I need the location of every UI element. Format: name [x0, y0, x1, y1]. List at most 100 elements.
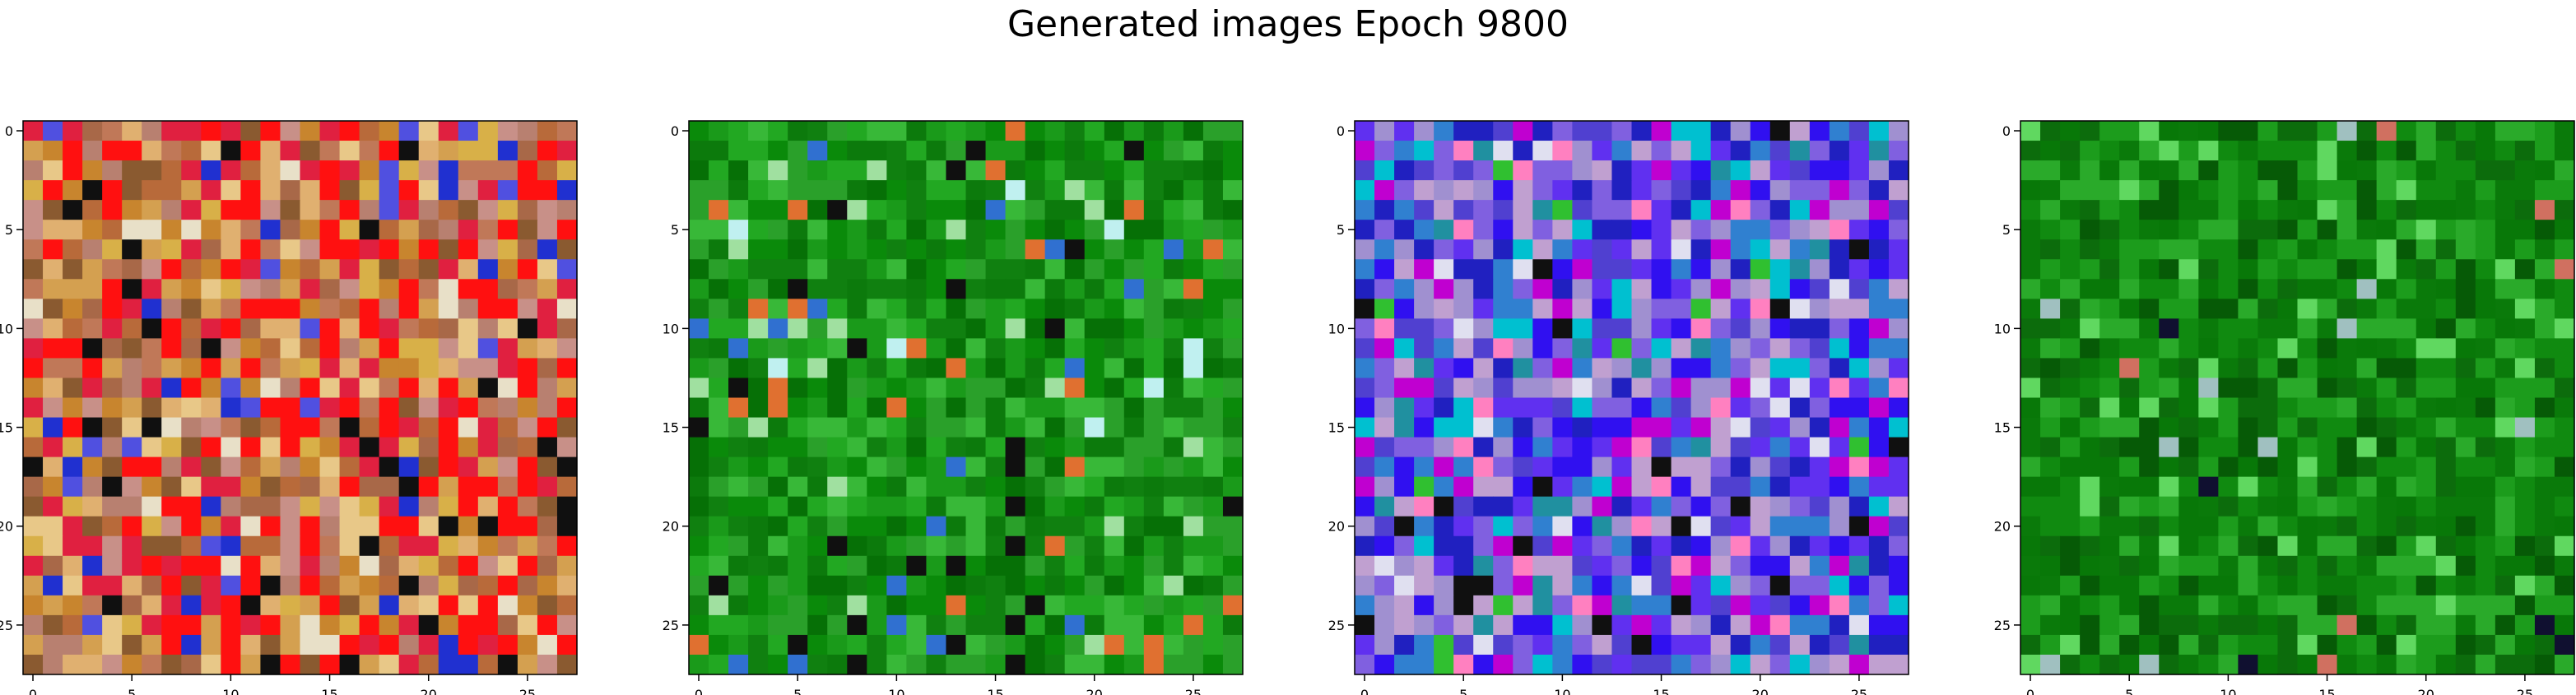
pixel-cell — [2396, 456, 2417, 478]
pixel-cell — [1769, 595, 1791, 616]
pixel-cell — [1611, 220, 1633, 240]
pixel-cell — [1750, 318, 1771, 339]
pixel-cell — [1710, 516, 1732, 537]
pixel-cell — [2257, 338, 2279, 359]
pixel-cell — [497, 141, 518, 161]
pixel-cell — [1789, 496, 1811, 517]
pixel-cell — [1671, 200, 1692, 220]
pixel-cell — [1829, 259, 1850, 280]
pixel-cell — [2554, 318, 2575, 339]
pixel-cell — [181, 535, 202, 557]
pixel-cell — [201, 200, 221, 220]
pixel-cell — [1809, 121, 1830, 141]
pixel-cell — [827, 456, 848, 478]
pixel-cell — [537, 456, 558, 478]
pixel-cell — [43, 595, 63, 616]
pixel-cell — [2238, 259, 2259, 280]
pixel-cell — [2337, 496, 2358, 517]
pixel-cell — [201, 121, 221, 141]
pixel-cell — [2139, 654, 2160, 675]
pixel-cell — [886, 397, 907, 419]
pixel-cell — [1730, 456, 1751, 478]
pixel-cell — [2020, 456, 2041, 478]
pixel-cell — [1730, 279, 1751, 299]
pixel-cell — [2238, 239, 2259, 260]
pixel-cell — [2198, 160, 2219, 181]
pixel-cell — [319, 141, 341, 161]
pixel-cell — [2218, 496, 2239, 517]
pixel-cell — [2060, 180, 2081, 201]
pixel-cell — [438, 437, 459, 458]
pixel-cell — [1123, 575, 1145, 596]
pixel-cell — [1493, 456, 1514, 478]
pixel-cell — [1750, 378, 1771, 399]
pixel-cell — [2495, 397, 2516, 419]
pixel-cell — [2218, 200, 2239, 220]
pixel-cell — [2060, 200, 2081, 220]
pixel-cell — [438, 535, 459, 557]
pixel-cell — [1829, 595, 1850, 616]
pixel-cell — [1829, 121, 1850, 141]
pixel-cell — [1064, 496, 1086, 517]
pixel-cell — [728, 437, 749, 458]
x-tick-label: 5 — [2125, 687, 2133, 695]
pixel-cell — [2159, 220, 2179, 240]
pixel-cell — [2060, 654, 2081, 675]
x-tick-label: 20 — [421, 687, 437, 695]
pixel-cell — [2198, 239, 2219, 260]
pixel-cell — [2554, 299, 2575, 319]
pixel-cell — [82, 279, 103, 299]
pixel-cell — [398, 456, 420, 478]
pixel-cell — [2376, 614, 2397, 636]
pixel-cell — [1769, 160, 1791, 181]
y-tick-label: 0 — [1337, 123, 1345, 139]
pixel-cell — [2218, 358, 2239, 379]
pixel-cell — [965, 614, 987, 636]
pixel-cell — [2020, 358, 2041, 379]
pixel-cell — [1084, 180, 1105, 201]
pixel-cell — [517, 318, 538, 339]
pixel-cell — [1710, 496, 1732, 517]
pixel-cell — [537, 318, 558, 339]
pixel-cell — [847, 239, 867, 260]
pixel-cell — [1848, 595, 1870, 616]
pixel-cell — [1394, 358, 1415, 379]
pixel-cell — [1769, 397, 1791, 419]
pixel-cell — [556, 535, 578, 557]
pixel-cell — [807, 496, 828, 517]
pixel-cell — [1651, 220, 1672, 240]
pixel-cell — [1005, 121, 1026, 141]
pixel-cell — [418, 279, 439, 299]
pixel-cell — [1222, 378, 1244, 399]
pixel-cell — [221, 595, 241, 616]
pixel-cell — [847, 535, 867, 557]
pixel-cell — [556, 141, 578, 161]
pixel-cell — [1005, 535, 1026, 557]
pixel-cell — [2435, 456, 2457, 478]
pixel-cell — [886, 318, 907, 339]
pixel-cell — [906, 318, 928, 339]
pixel-cell — [2060, 575, 2081, 596]
pixel-cell — [768, 535, 788, 557]
pixel-cell — [82, 200, 103, 220]
pixel-cell — [2099, 634, 2120, 656]
pixel-cell — [556, 476, 578, 498]
pixel-cell — [2198, 299, 2219, 319]
pixel-cell — [1690, 160, 1712, 181]
pixel-cell — [807, 595, 828, 616]
pixel-cell — [906, 279, 928, 299]
pixel-cell — [300, 614, 321, 636]
pixel-cell — [807, 160, 828, 181]
pixel-cell — [1374, 614, 1395, 636]
pixel-cell — [689, 654, 709, 675]
pixel-cell — [1848, 160, 1870, 181]
pixel-cell — [537, 575, 558, 596]
pixel-cell — [1434, 239, 1454, 260]
pixel-cell — [827, 279, 848, 299]
pixel-cell — [82, 318, 103, 339]
pixel-cell — [1163, 200, 1184, 220]
pixel-cell — [2257, 516, 2279, 537]
pixel-cell — [689, 595, 709, 616]
pixel-cell — [2020, 417, 2041, 438]
pixel-cell — [2376, 180, 2397, 201]
